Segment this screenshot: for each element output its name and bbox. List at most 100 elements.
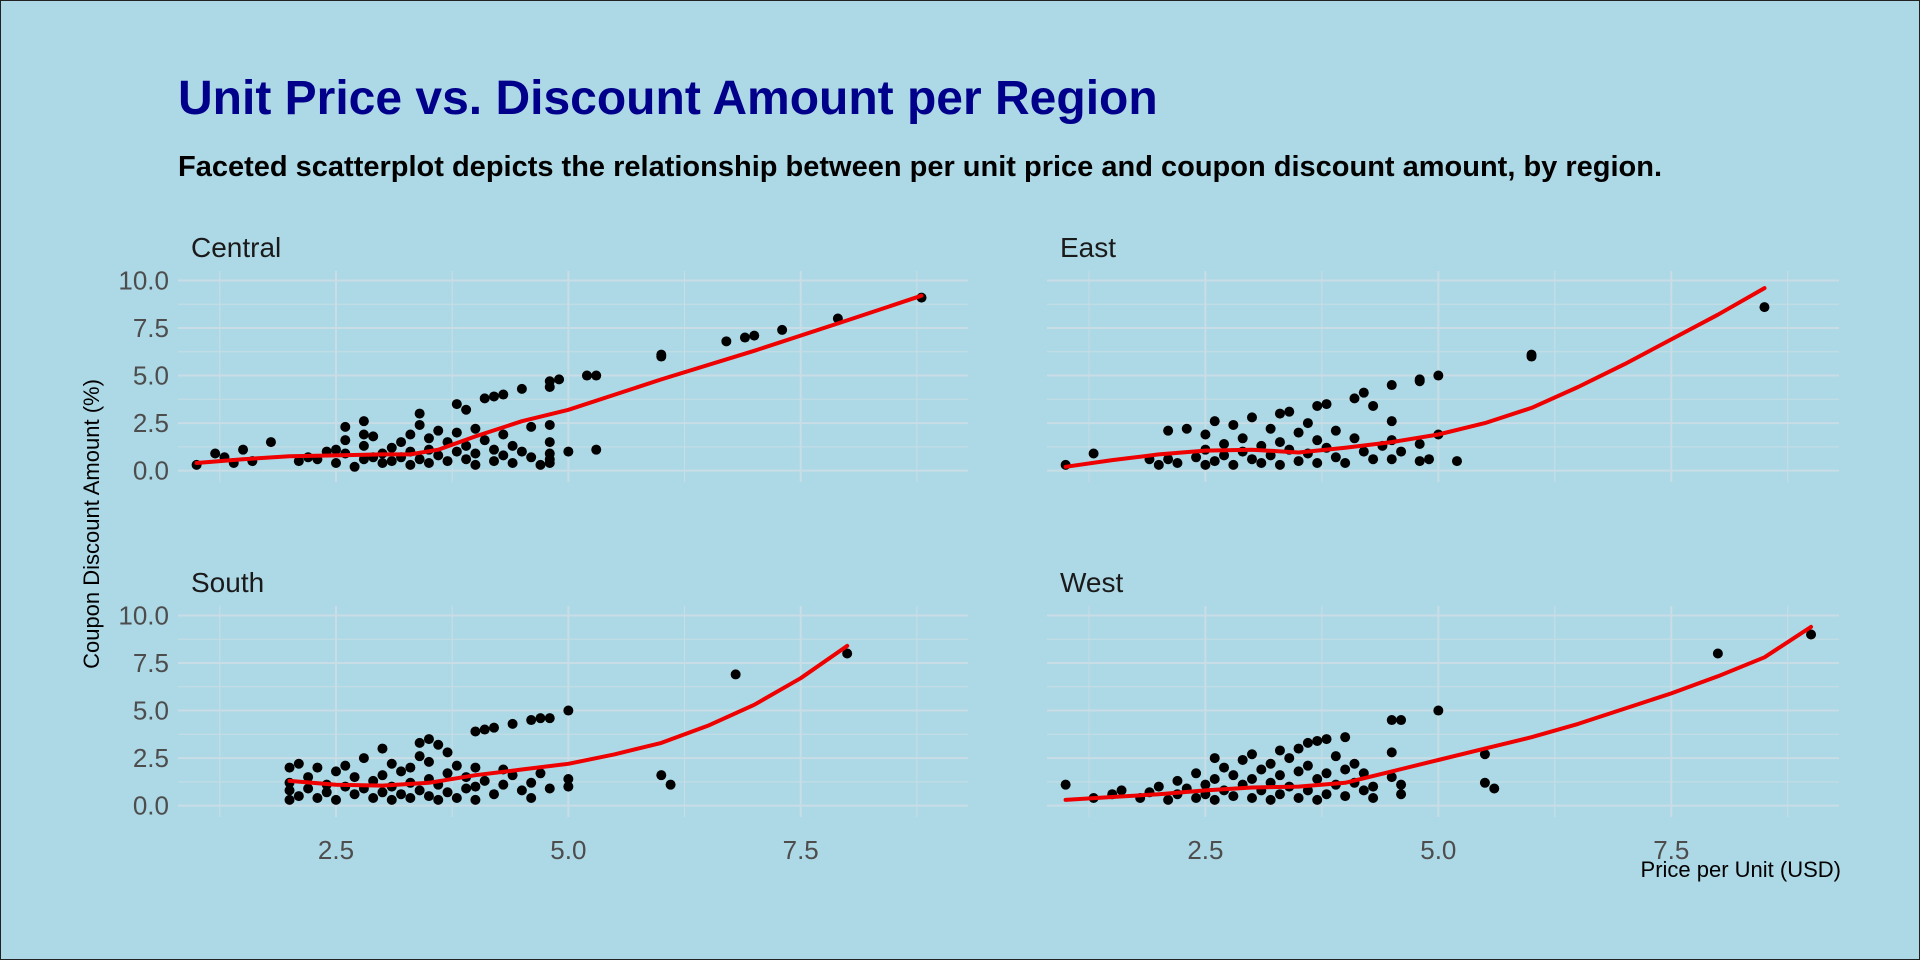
data-point	[498, 450, 509, 461]
data-point	[1712, 648, 1723, 659]
data-point	[1312, 400, 1323, 411]
data-point	[749, 330, 760, 341]
data-point	[1219, 450, 1230, 461]
data-point	[405, 792, 416, 803]
data-point	[377, 743, 388, 754]
data-point	[591, 444, 602, 455]
data-point	[1349, 433, 1360, 444]
data-point	[1293, 743, 1304, 754]
data-point	[1424, 454, 1435, 465]
data-point	[563, 446, 574, 457]
data-point	[507, 440, 518, 451]
data-point	[1274, 789, 1285, 800]
data-point	[535, 459, 546, 470]
data-point	[1293, 766, 1304, 777]
data-point	[321, 787, 332, 798]
data-point	[470, 423, 481, 434]
data-point	[303, 783, 314, 794]
data-point	[498, 779, 509, 790]
data-point	[1246, 749, 1257, 760]
data-point	[777, 324, 788, 335]
x-tick-label: 7.5	[1653, 835, 1689, 865]
data-point	[1237, 754, 1248, 765]
data-point	[1321, 789, 1332, 800]
data-point	[544, 376, 555, 387]
data-point	[433, 794, 444, 805]
chart-title: Unit Price vs. Discount Amount per Regio…	[178, 72, 1158, 125]
data-point	[293, 758, 304, 769]
data-point	[563, 773, 574, 784]
data-point	[470, 781, 481, 792]
data-point	[1274, 437, 1285, 448]
data-point	[433, 450, 444, 461]
data-point	[1302, 760, 1313, 771]
data-point	[1368, 454, 1379, 465]
data-point	[730, 669, 741, 680]
data-point	[340, 435, 351, 446]
data-point	[284, 794, 295, 805]
data-point	[1284, 753, 1295, 764]
data-point	[1806, 629, 1817, 640]
data-point	[1163, 425, 1174, 436]
data-point	[535, 768, 546, 779]
data-point	[554, 374, 565, 385]
data-point	[1209, 773, 1220, 784]
data-point	[544, 713, 555, 724]
data-point	[1256, 457, 1267, 468]
facet-central: Central 0.0 2.5 5.0 7.5 10.0	[118, 232, 968, 486]
data-point	[1302, 418, 1313, 429]
data-point	[479, 393, 490, 404]
facet-label-west: West	[1060, 567, 1123, 598]
data-point	[386, 442, 397, 453]
data-point	[656, 770, 667, 781]
data-point	[1191, 452, 1202, 463]
data-point	[414, 454, 425, 465]
data-point	[1219, 438, 1230, 449]
trend-line	[194, 293, 924, 465]
data-point	[1293, 456, 1304, 467]
data-point	[1293, 792, 1304, 803]
data-point	[842, 648, 853, 659]
data-point	[470, 762, 481, 773]
data-point	[1209, 794, 1220, 805]
data-point	[451, 792, 462, 803]
data-point	[1228, 770, 1239, 781]
data-point	[1349, 393, 1360, 404]
data-point	[489, 391, 499, 402]
data-point	[349, 772, 360, 783]
data-point	[1246, 412, 1257, 423]
data-point	[303, 772, 314, 783]
data-point	[1312, 457, 1323, 468]
data-point	[1386, 772, 1397, 783]
data-point	[1200, 779, 1211, 790]
data-point	[1386, 416, 1397, 427]
data-point	[1414, 438, 1425, 449]
facet-label-east: East	[1060, 232, 1116, 263]
data-point	[451, 760, 462, 771]
data-point	[1153, 781, 1164, 792]
data-point	[526, 777, 537, 788]
data-point	[1116, 785, 1127, 796]
data-point	[1209, 456, 1220, 467]
data-point	[1265, 758, 1276, 769]
data-point	[1200, 459, 1211, 470]
data-point	[451, 446, 462, 457]
data-point	[284, 785, 295, 796]
data-point	[1060, 779, 1071, 790]
data-point	[563, 705, 574, 716]
data-point	[396, 789, 407, 800]
data-point	[526, 452, 537, 463]
y-tick-label: 2.5	[133, 743, 169, 773]
x-tick-label: 2.5	[318, 835, 354, 865]
data-point	[1396, 446, 1407, 457]
data-point	[331, 794, 341, 805]
data-point	[1479, 749, 1490, 760]
data-point	[284, 762, 295, 773]
data-point	[386, 794, 397, 805]
data-point	[442, 747, 453, 758]
data-point	[1358, 387, 1369, 398]
data-point	[665, 779, 676, 790]
data-point	[507, 457, 518, 468]
facet-label-central: Central	[191, 232, 281, 263]
data-point	[349, 461, 360, 472]
